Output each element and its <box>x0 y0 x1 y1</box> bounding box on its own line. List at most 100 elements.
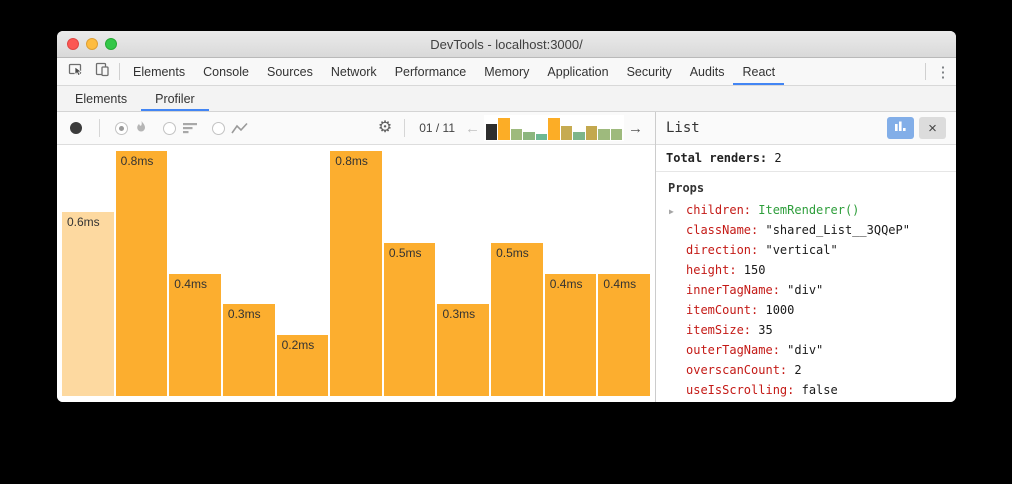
flame-bar-7[interactable]: 0.5ms <box>383 242 436 396</box>
flame-bar-4[interactable]: 0.3ms <box>222 304 275 396</box>
tabbar-spacer <box>784 58 921 85</box>
flame-bar-2[interactable]: 0.8ms <box>115 151 168 396</box>
inspect-cursor-icon <box>68 61 84 82</box>
flame-bar-1[interactable]: 0.6ms <box>62 212 114 396</box>
flame-bar-label: 0.4ms <box>174 276 207 291</box>
commit-bar-10[interactable] <box>598 129 610 140</box>
commit-bar-8[interactable] <box>573 132 585 140</box>
prop-key: useIsScrolling: <box>686 383 802 397</box>
tab-application[interactable]: Application <box>547 64 609 79</box>
prop-row-children: ▶ children: ItemRenderer() <box>656 200 956 220</box>
kebab-menu-icon: ⋮ <box>935 63 951 81</box>
flame-bar-6[interactable]: 0.8ms <box>330 151 382 396</box>
subtab-profiler[interactable]: Profiler <box>141 86 209 111</box>
next-commit-button[interactable]: → <box>628 121 643 136</box>
zoom-window-button[interactable] <box>105 38 117 50</box>
flame-bar-11[interactable]: 0.4ms <box>598 273 651 396</box>
details-body: Total renders: 2 Props ▶ children: ItemRe… <box>656 145 956 402</box>
prop-value: 1000 <box>765 303 795 317</box>
flame-bar-9[interactable]: 0.5ms <box>491 242 543 396</box>
commit-bar-6[interactable] <box>548 118 560 140</box>
total-renders-row: Total renders: 2 <box>656 145 956 172</box>
flame-bar-3[interactable]: 0.4ms <box>169 273 221 396</box>
prop-key: children: <box>686 203 759 217</box>
tab-network[interactable]: Network <box>330 64 377 79</box>
record-button[interactable] <box>70 122 82 134</box>
commit-bar-9[interactable] <box>585 126 598 140</box>
interactions-view-option[interactable] <box>212 121 249 135</box>
toolbar-divider-2 <box>404 119 406 137</box>
expand-arrow-icon[interactable]: ▶ <box>669 207 674 216</box>
profiler-settings-button[interactable]: ⚙ <box>378 120 392 136</box>
prop-key: itemCount: <box>686 303 766 317</box>
flamegraph-view-option[interactable] <box>115 120 149 136</box>
tab-audits[interactable]: Audits <box>689 64 725 79</box>
profiler-left-pane: ⚙ 01 / 11 ← → 0.6ms 0.8ms 0.4ms 0.3ms 0.2ms 0… <box>57 112 655 402</box>
commit-selector-chart[interactable] <box>484 115 624 141</box>
flame-bar-label: 0.6ms <box>67 215 100 230</box>
flame-bar-5[interactable]: 0.2ms <box>276 334 329 396</box>
prop-value: "div" <box>787 283 824 297</box>
commit-bar-2[interactable] <box>498 118 510 140</box>
flame-bar-label: 0.2ms <box>281 337 315 352</box>
tab-memory[interactable]: Memory <box>484 64 530 79</box>
profiler-toolbar: ⚙ 01 / 11 ← → <box>57 112 655 145</box>
close-details-button[interactable]: × <box>919 117 946 139</box>
close-window-button[interactable] <box>67 38 79 50</box>
ranked-chart-icon <box>182 122 198 134</box>
prop-key: direction: <box>686 243 766 257</box>
commit-bar-4[interactable] <box>523 132 535 140</box>
props-list: ▶ children: ItemRenderer() className: "sha… <box>656 200 956 402</box>
gear-icon: ⚙ <box>377 119 393 136</box>
commit-bar-7[interactable] <box>560 126 573 140</box>
bar-chart-icon <box>894 119 907 137</box>
toggle-device-toolbar-button[interactable] <box>89 58 115 85</box>
tab-sources[interactable]: Sources <box>266 64 313 79</box>
devtools-menu-button[interactable]: ⋮ <box>930 58 956 85</box>
flame-bar-8[interactable]: 0.3ms <box>437 304 490 396</box>
left-arrow-icon: ← <box>465 119 480 137</box>
window-title: DevTools - localhost:3000/ <box>430 36 583 52</box>
flamegraph-radio[interactable] <box>115 121 128 135</box>
devtools-tabs: Elements Console Sources Network Performance… <box>124 58 784 85</box>
minimize-window-button[interactable] <box>86 38 98 50</box>
prop-key: className: <box>686 223 766 237</box>
close-icon: × <box>928 119 937 137</box>
inspect-element-button[interactable] <box>63 58 89 85</box>
prop-row-className: className: "shared_List__3QQeP" <box>656 220 956 240</box>
devtools-tabbar: Elements Console Sources Network Performance… <box>57 58 956 86</box>
flame-bar-label: 0.5ms <box>496 245 529 260</box>
ranked-radio[interactable] <box>163 121 176 135</box>
props-section-title: Props <box>668 181 705 195</box>
ranked-view-option[interactable] <box>163 121 198 135</box>
device-toolbar-icon <box>94 61 110 82</box>
profiler-content: ⚙ 01 / 11 ← → 0.6ms 0.8ms 0.4ms 0.3ms 0.2ms 0… <box>57 112 956 402</box>
prop-value: "div" <box>787 343 824 357</box>
commit-bar-11[interactable] <box>610 129 622 140</box>
subtab-elements[interactable]: Elements <box>75 91 128 106</box>
previous-commit-button[interactable]: ← <box>465 121 480 136</box>
prop-row-outerTagName: outerTagName: "div" <box>656 340 956 360</box>
prop-row-width: width: 300 <box>656 400 956 402</box>
commit-bar-1[interactable] <box>486 124 498 140</box>
commit-bar-5[interactable] <box>535 134 548 140</box>
prop-key: height: <box>686 263 744 277</box>
prop-value: 150 <box>743 263 766 277</box>
commit-index-label: 01 / 11 <box>419 121 455 135</box>
traffic-lights <box>67 38 117 50</box>
view-render-chart-button[interactable] <box>887 117 914 139</box>
prop-value: ItemRenderer() <box>758 203 860 217</box>
commit-bar-3[interactable] <box>510 129 523 140</box>
tab-elements[interactable]: Elements <box>133 64 186 79</box>
tab-react[interactable]: React <box>733 58 784 85</box>
prop-row-height: height: 150 <box>656 260 956 280</box>
tab-security[interactable]: Security <box>626 64 672 79</box>
prop-row-itemSize: itemSize: 35 <box>656 320 956 340</box>
component-details-pane: List × Total renders: <box>655 112 956 402</box>
tab-console[interactable]: Console <box>203 64 249 79</box>
flame-bar-label: 0.8ms <box>120 154 154 168</box>
tab-performance[interactable]: Performance <box>394 64 467 79</box>
right-arrow-icon: → <box>628 119 643 137</box>
flame-bar-10[interactable]: 0.4ms <box>544 273 597 396</box>
interactions-radio[interactable] <box>212 121 225 135</box>
